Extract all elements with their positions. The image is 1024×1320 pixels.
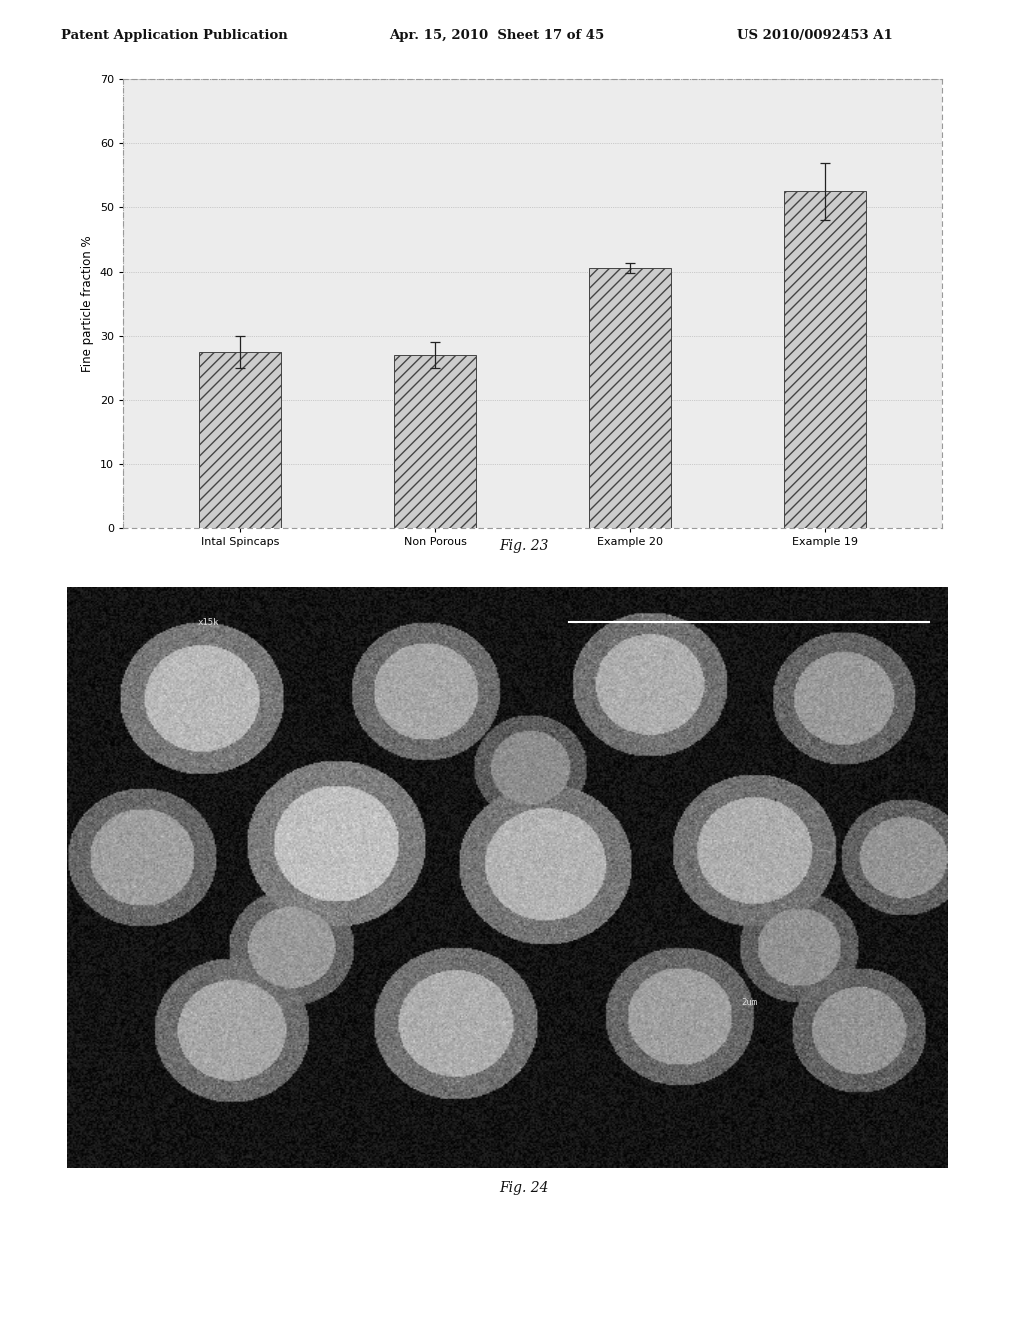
Bar [784,191,866,528]
Bar [394,355,476,528]
Bar [589,268,671,528]
Text: Fig. 23: Fig. 23 [500,539,549,553]
Bar [123,79,942,528]
Text: Fig. 24: Fig. 24 [500,1181,549,1196]
Bar [199,351,281,528]
Text: US 2010/0092453 A1: US 2010/0092453 A1 [737,29,893,42]
Y-axis label: Fine particle fraction %: Fine particle fraction % [81,235,94,372]
Text: Patent Application Publication: Patent Application Publication [61,29,288,42]
Text: Apr. 15, 2010  Sheet 17 of 45: Apr. 15, 2010 Sheet 17 of 45 [389,29,604,42]
